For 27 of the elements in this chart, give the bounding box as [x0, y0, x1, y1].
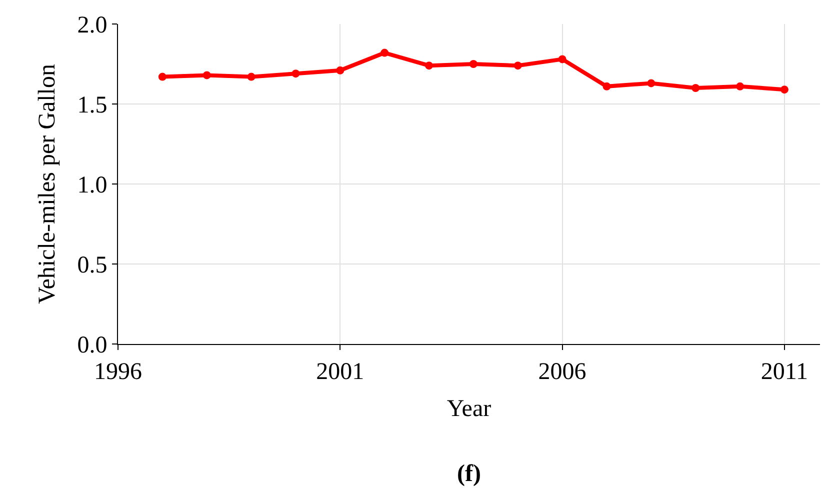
point [202, 71, 211, 80]
point [469, 60, 478, 68]
x-tick-label: 2006 [538, 358, 586, 385]
point [736, 82, 744, 90]
y-tick-label: 0.5 [77, 252, 108, 278]
point [247, 72, 256, 81]
point [692, 84, 700, 92]
y-tick-label: 1.5 [77, 92, 108, 118]
y-axis-title: Vehicle-miles per Gallon [34, 64, 60, 304]
point [780, 86, 788, 94]
point [425, 62, 434, 70]
point [558, 55, 566, 64]
point [336, 66, 344, 74]
y-tick-label: 0.0 [77, 332, 108, 358]
point [514, 62, 522, 70]
y-tick-label: 1.0 [77, 172, 108, 198]
point [158, 72, 166, 81]
point [647, 79, 656, 88]
text: (f) [457, 461, 481, 487]
x-tick-label: 1996 [94, 358, 142, 385]
x-axis-title: Year [446, 396, 492, 422]
point [602, 82, 611, 90]
x-tick-label: 2011 [760, 358, 808, 385]
point [292, 70, 300, 78]
y-tick-label: 2.0 [77, 12, 108, 38]
x-tick-label: 2001 [316, 358, 364, 385]
point [380, 48, 389, 57]
